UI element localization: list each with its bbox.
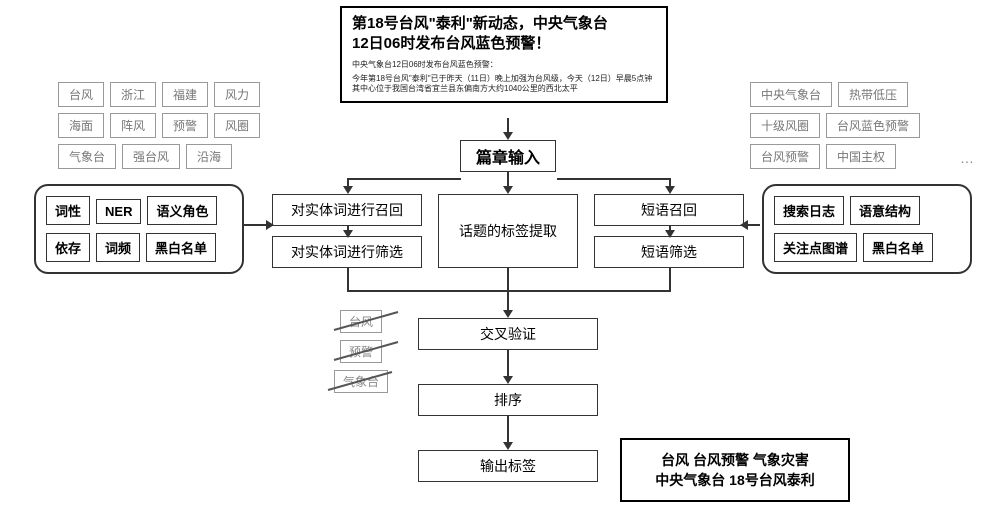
arrow [669, 268, 671, 292]
flow-entity-recall: 对实体词进行召回 [272, 194, 422, 226]
news-subtitle: 中央气象台12日06时发布台风蓝色预警： [352, 59, 656, 70]
arrow [347, 178, 461, 180]
arrow-head-icon [503, 376, 513, 384]
feature-item: 词频 [96, 233, 140, 262]
news-body: 今年第18号台风"泰利"已于昨天（11日）晚上加强为台风级，今天（12日）早晨5… [352, 74, 656, 96]
tag-item: 预警 [162, 113, 208, 138]
arrow-head-icon [266, 220, 274, 230]
ellipsis: … [960, 150, 974, 166]
arrow-head-icon [503, 310, 513, 318]
arrow [347, 268, 349, 292]
arrow-head-icon [503, 442, 513, 450]
arrow-head-icon [665, 230, 675, 238]
tag-item: 强台风 [122, 144, 180, 169]
flow-entity-filter: 对实体词进行筛选 [272, 236, 422, 268]
flow-input: 篇章输入 [460, 140, 556, 172]
arrow-head-icon [343, 230, 353, 238]
feature-item: 搜索日志 [774, 196, 844, 225]
arrow-head-icon [665, 186, 675, 194]
flow-output: 输出标签 [418, 450, 598, 482]
news-title-line2: 12日06时发布台风蓝色预警！ [352, 35, 550, 52]
feature-item: 语意结构 [850, 196, 920, 225]
arrow-head-icon [503, 132, 513, 140]
tag-item: 沿海 [186, 144, 232, 169]
discarded-tag: 预警 [340, 340, 382, 363]
flow-topic-extract: 话题的标签提取 [438, 194, 578, 268]
arrow [507, 350, 509, 378]
tag-item: 台风预警 [750, 144, 820, 169]
arrow [507, 268, 509, 312]
arrow [507, 416, 509, 444]
news-title-line1: 第18号台风"泰利"新动态，中央气象台 [352, 15, 608, 32]
flow-phrase-filter: 短语筛选 [594, 236, 744, 268]
tag-item: 中国主权 [826, 144, 896, 169]
right-tag-cloud: 中央气象台热带低压十级风圈台风蓝色预警台风预警中国主权 [750, 82, 926, 175]
right-feature-box: 搜索日志语意结构关注点图谱黑白名单 [762, 184, 972, 274]
tag-item: 台风蓝色预警 [826, 113, 920, 138]
feature-item: 黑白名单 [146, 233, 216, 262]
arrow-head-icon [343, 186, 353, 194]
tag-item: 中央气象台 [750, 82, 832, 107]
connector [244, 224, 268, 226]
feature-item: 依存 [46, 233, 90, 262]
left-feature-box: 词性NER语义角色依存词频黑白名单 [34, 184, 244, 274]
connector [746, 224, 760, 226]
tag-item: 气象台 [58, 144, 116, 169]
arrow [508, 290, 671, 292]
news-article-box: 第18号台风"泰利"新动态，中央气象台 12日06时发布台风蓝色预警！ 中央气象… [340, 6, 668, 103]
arrow-head-icon [740, 220, 748, 230]
tag-item: 阵风 [110, 113, 156, 138]
output-result-box: 台风 台风预警 气象灾害 中央气象台 18号台风泰利 [620, 438, 850, 502]
tag-item: 十级风圈 [750, 113, 820, 138]
tag-item: 风圈 [214, 113, 260, 138]
feature-item: 语义角色 [147, 196, 217, 225]
feature-item: 黑白名单 [863, 233, 933, 262]
feature-item: NER [96, 199, 141, 224]
output-line2: 中央气象台 18号台风泰利 [636, 470, 834, 490]
tag-item: 台风 [58, 82, 104, 107]
discarded-tag: 台风 [340, 310, 382, 333]
flow-phrase-recall: 短语召回 [594, 194, 744, 226]
tag-item: 福建 [162, 82, 208, 107]
flow-sort: 排序 [418, 384, 598, 416]
feature-item: 词性 [46, 196, 90, 225]
news-title: 第18号台风"泰利"新动态，中央气象台 12日06时发布台风蓝色预警！ [352, 14, 656, 55]
tag-item: 海面 [58, 113, 104, 138]
left-tag-cloud: 台风浙江福建风力海面阵风预警风圈气象台强台风沿海 [58, 82, 266, 175]
arrow-head-icon [503, 186, 513, 194]
arrow [347, 290, 508, 292]
tag-item: 热带低压 [838, 82, 908, 107]
flow-cross-validate: 交叉验证 [418, 318, 598, 350]
tag-item: 浙江 [110, 82, 156, 107]
feature-item: 关注点图谱 [774, 233, 857, 262]
discarded-tag: 气象台 [334, 370, 388, 393]
tag-item: 风力 [214, 82, 260, 107]
output-line1: 台风 台风预警 气象灾害 [636, 450, 834, 470]
arrow [557, 178, 671, 180]
